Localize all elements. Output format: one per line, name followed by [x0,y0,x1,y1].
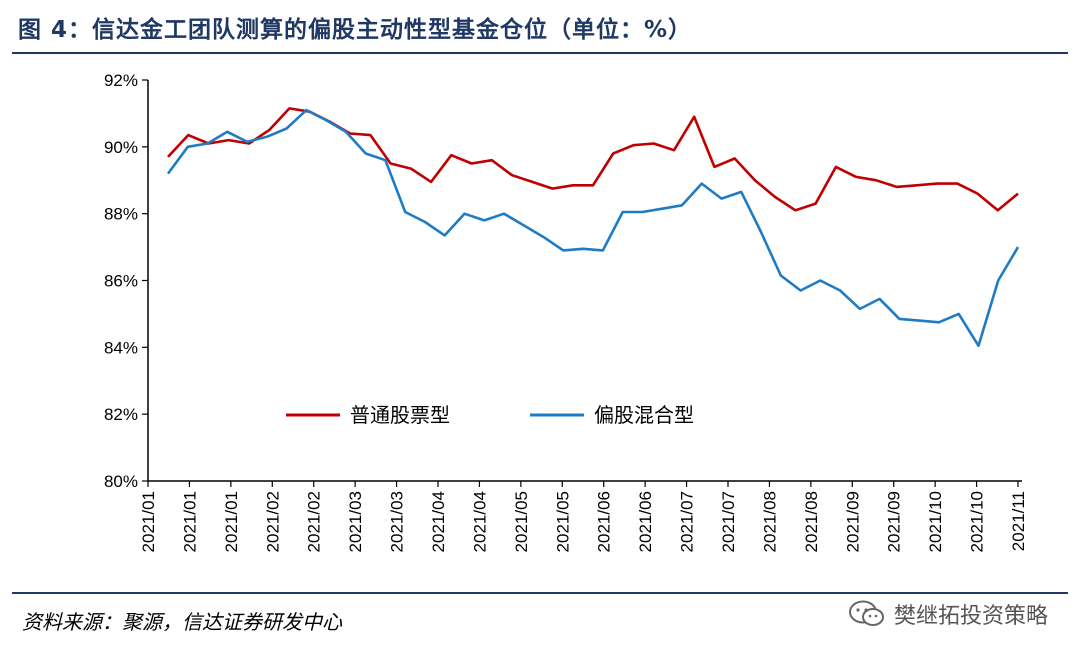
y-tick-label: 80% [104,472,138,491]
line-chart: 80%82%84%86%88%90%92% 2021/01 2021/01 2021… [104,71,1028,552]
series-lines [166,107,1020,348]
y-tick-label: 84% [104,338,138,357]
x-tick-label: 2021/10 [968,491,987,552]
x-tick-label: 2021/04 [429,491,448,552]
x-tick-label: 2021/08 [760,491,779,552]
x-tick-label: 2021/06 [595,491,614,552]
source-note: 资料来源：聚源，信达证券研发中心 [22,610,342,634]
x-tick-label: 2021/07 [678,491,697,552]
x-tick-label: 2021/10 [926,491,945,552]
x-tick-label: 2021/06 [636,491,655,552]
chart-legend: 普通股票型 偏股混合型 [286,403,694,427]
x-tick-label: 2021/03 [388,491,407,552]
y-tick-label: 82% [104,405,138,424]
x-tick-label: 2021/03 [346,491,365,552]
x-tick-label: 2021/01 [180,491,199,552]
legend-label-0: 普通股票型 [350,403,450,427]
x-tick-label: 2021/01 [139,491,158,552]
x-tick-label: 2021/05 [553,491,572,552]
x-tick-label: 2021/09 [843,491,862,552]
y-tick-label: 88% [104,205,138,224]
title-divider [12,52,1068,54]
x-tick-label: 2021/02 [263,491,282,552]
watermark-text: 樊继拓投资策略 [893,604,1048,629]
x-tick-label: 2021/02 [305,491,324,552]
y-tick-label: 92% [104,71,138,90]
wechat-watermark: 樊继拓投资策略 [848,598,1048,630]
wechat-icon [848,600,884,626]
x-tick-label: 2021/01 [222,491,241,552]
series-line-1 [166,108,1020,348]
x-tick-label: 2021/08 [802,491,821,552]
x-tick-label: 2021/11 [1009,491,1028,551]
y-axis-ticks: 80% 82% 84% 86% 88% 90% 92% [104,71,148,491]
legend-label-1: 偏股混合型 [594,403,694,427]
x-tick-label: 2021/09 [885,491,904,552]
y-tick-label: 90% [104,138,138,157]
series-line-0 [167,107,1019,212]
y-tick-label: 86% [104,272,138,291]
chart-title: 图 4：信达金工团队测算的偏股主动性型基金仓位（单位：%） [18,17,693,43]
chart-axes [147,80,1022,482]
x-tick-label: 2021/07 [719,491,738,552]
x-tick-label: 2021/05 [512,491,531,552]
x-axis-ticks: 2021/01 2021/01 2021/01 2021/02 2021/02 2021/… [139,481,1028,552]
footer-divider [12,592,1068,594]
x-tick-label: 2021/04 [470,491,489,552]
